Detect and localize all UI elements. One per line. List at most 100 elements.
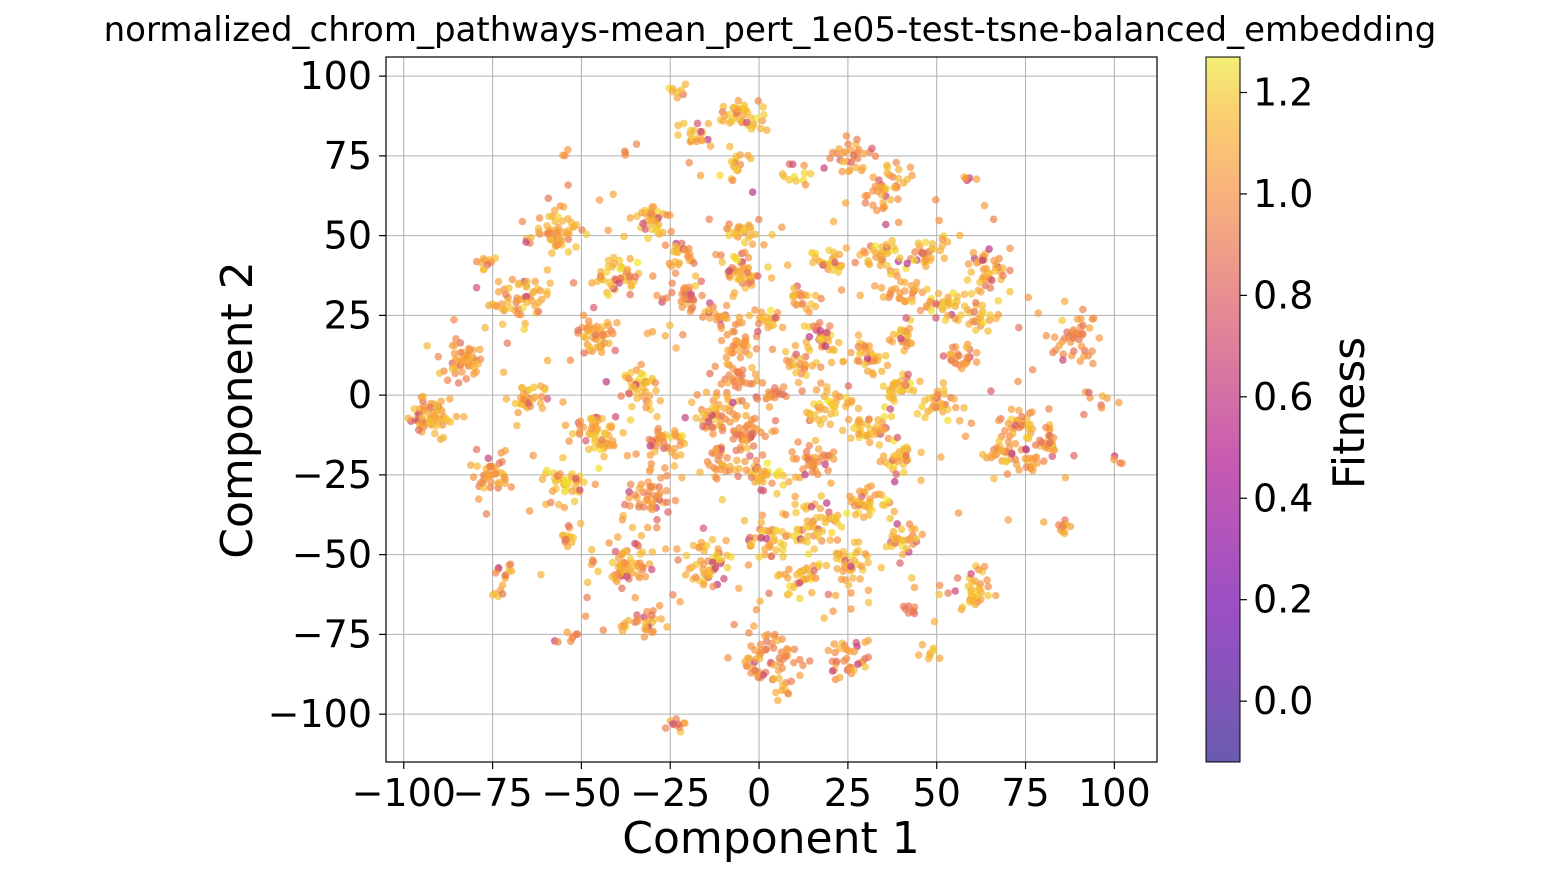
data-point	[782, 532, 790, 541]
data-point	[967, 588, 975, 596]
data-point	[547, 498, 555, 507]
data-point	[1024, 433, 1032, 442]
data-point	[853, 660, 862, 668]
data-point	[859, 513, 868, 522]
data-point	[654, 208, 662, 216]
data-point	[964, 260, 973, 268]
data-point	[458, 368, 466, 376]
data-point	[668, 87, 677, 96]
data-point	[718, 495, 727, 504]
data-point	[828, 148, 837, 157]
data-point	[743, 118, 751, 127]
data-point	[740, 105, 748, 114]
data-point	[816, 326, 825, 335]
data-point	[901, 297, 909, 305]
data-point	[632, 450, 640, 458]
data-point	[734, 472, 742, 481]
data-point	[661, 332, 670, 340]
data-point	[753, 376, 761, 385]
data-point	[855, 487, 864, 496]
data-point	[508, 275, 517, 284]
data-point	[732, 430, 741, 439]
data-point	[811, 436, 820, 445]
data-point	[706, 369, 714, 378]
data-point	[824, 646, 833, 655]
data-point	[1015, 323, 1023, 332]
data-point	[721, 415, 730, 423]
data-point	[856, 575, 864, 583]
data-point	[579, 311, 588, 320]
data-point	[647, 611, 656, 619]
data-point	[807, 415, 816, 424]
data-point	[825, 508, 833, 516]
colorbar-tick-label: 0.4	[1253, 476, 1313, 520]
data-point	[710, 464, 718, 472]
data-point	[498, 305, 507, 313]
data-point	[697, 538, 706, 547]
data-point	[909, 386, 918, 395]
data-point	[529, 288, 537, 297]
data-point	[897, 525, 906, 534]
data-point	[953, 574, 962, 582]
data-point	[789, 160, 797, 169]
data-point	[775, 674, 783, 683]
data-point	[892, 158, 901, 167]
data-point	[817, 453, 825, 461]
data-point	[856, 291, 864, 300]
data-point	[755, 553, 763, 561]
data-point	[754, 327, 762, 336]
data-point	[867, 430, 876, 439]
data-point	[1036, 436, 1044, 445]
data-point	[944, 416, 952, 425]
data-point	[772, 688, 780, 697]
data-point	[1008, 429, 1017, 438]
data-point	[731, 320, 740, 329]
data-point	[861, 550, 870, 558]
data-point	[810, 457, 818, 466]
data-point	[705, 215, 713, 224]
data-point	[752, 605, 761, 614]
data-point	[669, 720, 677, 728]
data-point	[820, 614, 828, 622]
data-point	[855, 430, 863, 438]
data-point	[921, 255, 930, 264]
x-tick-label: −75	[452, 771, 532, 815]
data-point	[898, 550, 907, 559]
data-point	[905, 535, 914, 543]
data-point	[758, 511, 767, 520]
data-point	[754, 272, 762, 280]
data-point	[950, 395, 958, 403]
data-point	[893, 433, 902, 442]
data-point	[591, 480, 600, 489]
data-point	[691, 272, 700, 280]
data-point	[846, 492, 854, 501]
data-point	[681, 80, 690, 89]
data-point	[778, 323, 787, 332]
x-tick-label: 50	[913, 771, 961, 815]
data-point	[935, 654, 944, 663]
data-point	[835, 338, 843, 347]
data-point	[860, 247, 868, 255]
data-point	[472, 445, 481, 454]
data-point	[591, 437, 599, 446]
data-point	[883, 496, 891, 504]
data-point	[747, 642, 755, 650]
data-point	[495, 478, 503, 487]
data-point	[837, 523, 846, 531]
data-point	[537, 570, 545, 579]
data-point	[795, 579, 804, 587]
data-point	[991, 451, 999, 459]
data-point	[753, 465, 762, 473]
data-point	[785, 478, 793, 486]
data-point	[668, 279, 676, 288]
data-point	[990, 256, 998, 265]
data-point	[758, 116, 767, 125]
data-point	[960, 404, 968, 412]
data-point	[877, 491, 886, 499]
y-tick-label: 75	[324, 134, 372, 178]
data-point	[816, 335, 824, 344]
data-point	[831, 648, 839, 657]
data-point	[979, 318, 988, 327]
data-point	[1011, 455, 1020, 464]
data-point	[633, 394, 641, 403]
